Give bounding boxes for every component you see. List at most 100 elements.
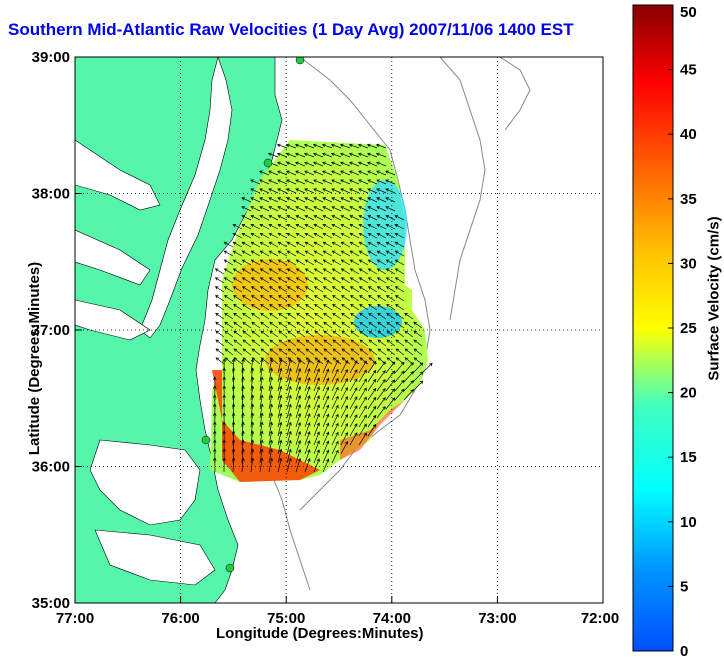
velocity-arrow (233, 304, 243, 311)
velocity-arrow (241, 376, 245, 392)
velocity-arrow (340, 268, 351, 275)
velocity-arrow (322, 179, 333, 185)
velocity-arrow (224, 312, 234, 320)
velocity-arrow (403, 389, 414, 401)
velocity-arrow (304, 179, 315, 185)
velocity-arrow (322, 197, 333, 203)
velocity-arrow (232, 286, 243, 293)
velocity-arrow (260, 304, 270, 311)
velocity-arrow (295, 394, 302, 410)
velocity-arrow (277, 394, 283, 410)
velocity-arrow (241, 457, 245, 473)
velocity-arrow (269, 357, 279, 365)
velocity-arrow (341, 357, 351, 365)
velocity-arrow (385, 224, 396, 230)
velocity-arrows (213, 143, 433, 473)
velocity-arrow (304, 188, 315, 194)
velocity-arrow (350, 304, 360, 311)
albemarle-sound (89, 439, 201, 526)
velocity-arrow (340, 197, 351, 203)
velocity-arrow (242, 348, 252, 356)
velocity-arrow (260, 348, 270, 356)
velocity-arrow (413, 330, 423, 338)
velocity-arrow (331, 404, 339, 419)
velocity-arrow (223, 259, 234, 266)
velocity-arrow (367, 387, 377, 401)
velocity-arrow (304, 215, 315, 221)
velocity-arrow (286, 376, 292, 392)
velocity-arrow (295, 403, 302, 419)
velocity-arrow (358, 250, 369, 257)
velocity-arrow (233, 321, 243, 329)
velocity-arrow (260, 330, 270, 338)
velocity-arrow (349, 170, 360, 176)
velocity-arrow (313, 224, 324, 230)
velocity-arrow (366, 143, 378, 149)
velocity-arrow (359, 348, 369, 356)
velocity-arrow (322, 368, 330, 383)
velocity-arrow (331, 188, 342, 194)
velocity-arrow (323, 295, 333, 302)
velocity-arrow (349, 268, 360, 275)
velocity-arrow (341, 312, 351, 320)
velocity-arrow (314, 295, 324, 302)
velocity-arrow (286, 170, 297, 176)
velocity-arrow (331, 268, 342, 275)
velocity-arrow (313, 277, 324, 284)
velocity-arrow (322, 206, 333, 212)
velocity-arrow (305, 348, 315, 356)
velocity-arrow (349, 206, 360, 212)
velocity-arrow (350, 357, 360, 365)
velocity-arrow (312, 143, 324, 149)
velocity-arrow (286, 358, 292, 374)
velocity-arrow (241, 268, 252, 275)
velocity-arrow (341, 330, 351, 338)
velocity-arrow (268, 403, 273, 419)
velocity-arrow (358, 161, 369, 167)
velocity-arrow (286, 224, 297, 230)
velocity-arrow (385, 370, 396, 383)
velocity-arrow (287, 339, 297, 347)
velocity-arrow (259, 224, 270, 230)
velocity-arrow (251, 304, 261, 311)
velocity-arrow (313, 359, 320, 374)
velocity-arrow (331, 440, 339, 455)
velocity-arrow (314, 348, 324, 356)
velocity-arrow (222, 457, 226, 473)
velocity-arrow (367, 224, 378, 230)
velocity-arrow (277, 457, 283, 473)
grid-lines (75, 57, 603, 603)
velocity-arrow (232, 250, 243, 257)
velocity-arrow (376, 406, 386, 419)
velocity-arrow (358, 405, 367, 419)
velocity-arrow (295, 421, 302, 437)
velocity-arrow (413, 321, 423, 329)
velocity-arrow (395, 321, 405, 329)
velocity-arrow (412, 380, 424, 392)
station-marker (263, 158, 273, 168)
velocity-arrow (215, 321, 225, 329)
velocity-arrow (367, 179, 378, 185)
velocity-arrow (269, 321, 279, 329)
velocity-arrow (367, 369, 377, 383)
velocity-arrow (358, 414, 367, 428)
velocity-arrow (313, 449, 320, 464)
velocity-arrow (277, 358, 283, 374)
velocity-arrow (268, 197, 279, 203)
velocity-arrow (331, 241, 342, 248)
velocity-arrow (214, 277, 225, 284)
velocity-arrow (358, 259, 369, 266)
velocity-arrow (304, 386, 311, 401)
velocity-arrow (340, 277, 351, 284)
velocity-arrow (385, 179, 396, 185)
velocity-arrow (322, 259, 333, 266)
velocity-arrow (403, 362, 414, 374)
velocity-arrow (368, 339, 378, 347)
velocity-arrow (304, 368, 311, 383)
velocity-arrow (277, 197, 288, 203)
velocity-arrow (367, 414, 377, 428)
velocity-arrow (314, 330, 324, 338)
velocity-arrow (314, 339, 324, 347)
velocity-arrow (295, 358, 302, 374)
velocity-arrow (223, 268, 234, 275)
